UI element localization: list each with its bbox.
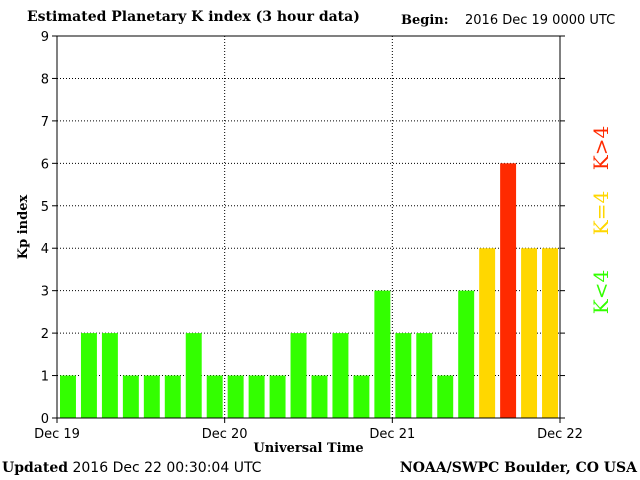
kp-bar: [60, 375, 76, 418]
kp-bar: [332, 333, 349, 418]
kp-bar: [542, 248, 558, 418]
begin-label: Begin:: [401, 13, 449, 28]
kp-bar: [206, 375, 223, 418]
kp-bar: [374, 290, 391, 418]
kp-bar: [122, 375, 139, 418]
y-tick-label: 3: [41, 285, 49, 300]
y-tick-label: 2: [41, 327, 49, 342]
y-axis-label: Kp index: [16, 195, 31, 260]
kp-bar: [311, 375, 328, 418]
x-tick-label: Dec 22: [537, 427, 583, 442]
y-tick-label: 7: [41, 115, 49, 130]
x-tick-label: Dec 21: [369, 427, 415, 442]
kp-index-chart: 0 1 2 3 4 5 6 7 8 9 Dec 19 Dec 20 Dec 21 Dec 22 Univer…: [16, 30, 613, 456]
x-axis-label: Universal Time: [253, 441, 363, 456]
y-tick-label: 9: [41, 30, 49, 45]
kp-bar: [521, 248, 538, 418]
kp-bar: [227, 375, 244, 418]
updated-value: 2016 Dec 22 00:30:04 UTC: [72, 460, 262, 476]
source-credit: NOAA/SWPC Boulder, CO USA: [399, 460, 637, 476]
y-tick-label: 0: [41, 412, 49, 427]
begin-value: 2016 Dec 19 0000 UTC: [465, 13, 616, 28]
y-tick-label: 1: [41, 370, 49, 385]
y-tick-label: 5: [41, 200, 49, 215]
y-tick-label: 6: [41, 157, 49, 172]
kp-bar: [353, 375, 370, 418]
y-tick-label: 4: [41, 242, 49, 257]
kp-bar: [416, 333, 433, 418]
kp-bar: [185, 333, 202, 418]
kp-bar: [500, 163, 517, 418]
legend-entry: K=4: [589, 191, 613, 235]
kp-bar: [164, 375, 181, 418]
updated-label: Updated: [2, 460, 69, 476]
legend-entry: K<4: [589, 270, 613, 314]
kp-bar: [269, 375, 286, 418]
kp-bar: [290, 333, 307, 418]
y-tick-label: 8: [41, 72, 49, 87]
kp-bar: [248, 375, 265, 418]
x-tick-label: Dec 20: [202, 427, 248, 442]
legend-entry: K>4: [589, 126, 613, 170]
kp-bar: [458, 290, 475, 418]
kp-bar: [80, 333, 97, 418]
kp-bar: [479, 248, 496, 418]
plot-frame: [56, 35, 561, 419]
kp-bar: [395, 333, 412, 418]
kp-bar: [437, 375, 454, 418]
x-tick-label: Dec 19: [34, 427, 80, 442]
updated-timestamp: Updated 2016 Dec 22 00:30:04 UTC: [2, 460, 261, 476]
kp-bar: [101, 333, 118, 418]
kp-bar: [143, 375, 160, 418]
chart-title: Estimated Planetary K index (3 hour data…: [27, 9, 360, 25]
